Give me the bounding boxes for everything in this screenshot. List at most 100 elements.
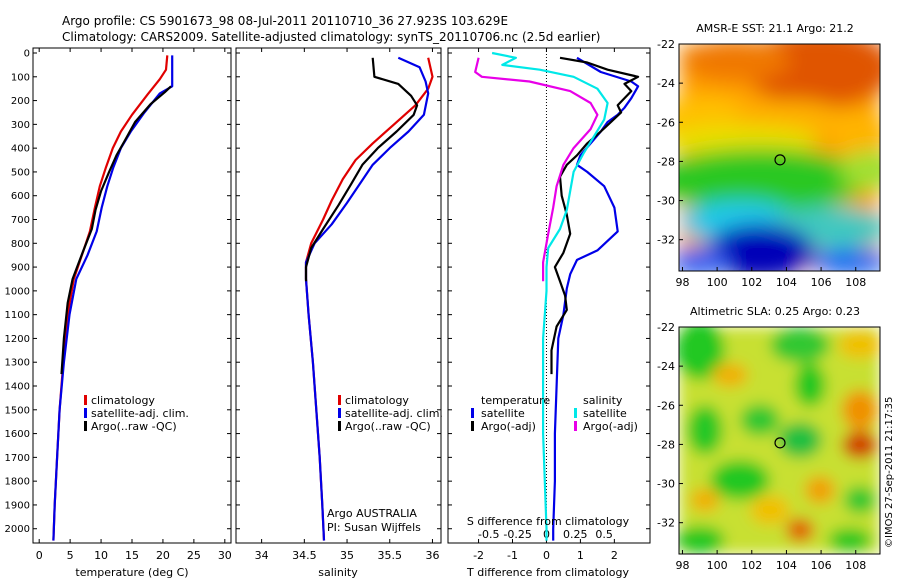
legend-swatch-s-satellite	[574, 408, 577, 418]
legend-swatch-satellite-adj	[84, 408, 87, 418]
x-tick-label: 35.5	[378, 549, 403, 562]
legend-title-salinity: salinity	[583, 394, 623, 407]
depth-tick-label: 1400	[5, 382, 30, 393]
sla-map-title: Altimetric SLA: 0.25 Argo: 0.23	[690, 305, 860, 318]
sla-map-frame	[678, 326, 881, 555]
legend-label-argo: Argo(..raw -QC)	[91, 420, 177, 433]
depth-tick-label: 0	[24, 49, 30, 60]
series-line-argo-raw-qc	[304, 57, 419, 282]
lon-tick-label: 104	[776, 276, 797, 289]
depth-tick-label: 1100	[5, 310, 30, 321]
salinity-depth-ticks	[236, 52, 441, 530]
legend-swatch-argo	[84, 421, 87, 431]
sst-map-axes: 98 100 102 104 106 108 -22 -24 -26 -28 -30 -32	[657, 38, 866, 289]
lat-tick-label: -26	[657, 399, 675, 412]
legend-label-t-argo: Argo(-adj)	[481, 420, 536, 433]
salinity-legend: climatology satellite-adj. clim. Argo(..…	[338, 394, 443, 433]
depth-tick-label: 1800	[5, 477, 30, 488]
difference-depth-ticks	[448, 52, 650, 530]
x-tick-label: 36	[425, 549, 439, 562]
lat-tick-label: -22	[657, 321, 675, 334]
difference-series	[474, 51, 640, 541]
depth-tick-label: 300	[11, 120, 30, 131]
depth-tick-label: 1500	[5, 405, 30, 416]
s-diff-tick-label: 0.25	[563, 528, 588, 541]
x-tick-label: 5	[67, 549, 74, 562]
lat-tick-label: -24	[657, 77, 675, 90]
x-tick-label: 15	[125, 549, 139, 562]
difference-legend: temperature satellite Argo(-adj) salinit…	[471, 394, 638, 433]
x-tick-label: 10	[94, 549, 108, 562]
salinity-x-axis: 34 34.5 35 35.5 36	[255, 48, 439, 562]
depth-tick-label: 500	[11, 167, 30, 178]
legend-label-climatology: climatology	[91, 394, 155, 407]
difference-axes-frame	[447, 47, 651, 544]
salinity-panel: 34 34.5 35 35.5 36 salinity climatology sate…	[235, 47, 443, 579]
depth-tick-label: 100	[11, 72, 30, 83]
depth-tick-label: 700	[11, 215, 30, 226]
series-line-climatology	[304, 57, 434, 541]
temperature-panel: 0100200300400500600700800900100011001200…	[5, 47, 232, 579]
lat-tick-label: -26	[657, 116, 675, 129]
temperature-axes-frame	[32, 47, 232, 544]
figure-title-line1: Argo profile: CS 5901673_98 08-Jul-2011 …	[62, 14, 508, 28]
depth-tick-label: 2000	[5, 524, 30, 535]
lon-tick-label: 108	[845, 276, 866, 289]
depth-tick-label: 1000	[5, 286, 30, 297]
t-difference-x-axis: -2 -1 0 1 2	[473, 48, 618, 562]
series-line-salinity-satellite	[491, 51, 609, 541]
s-difference-axis-label: S difference from climatology	[467, 515, 630, 528]
x-tick-label: 25	[187, 549, 201, 562]
lat-tick-label: -22	[657, 38, 675, 51]
sla-map-axes: 98 100 102 104 106 108 -22 -24 -26 -28 -30 -32	[657, 321, 866, 572]
argo-program-label: Argo AUSTRALIA	[327, 507, 417, 520]
lat-tick-label: -30	[657, 195, 675, 208]
lon-tick-label: 108	[845, 559, 866, 572]
legend-swatch-climatology	[338, 395, 341, 405]
depth-tick-label: 800	[11, 239, 30, 250]
depth-tick-label: 200	[11, 96, 30, 107]
legend-title-temperature: temperature	[481, 394, 550, 407]
sst-map-frame	[678, 43, 881, 272]
temperature-series	[52, 55, 174, 541]
series-line-satellite-adj-clim	[304, 56, 430, 541]
temperature-x-axis: 0 5 10 15 20 25 30	[36, 48, 232, 562]
x-tick-label: 1	[577, 549, 584, 562]
x-tick-label: 0	[543, 549, 550, 562]
legend-swatch-climatology	[84, 395, 87, 405]
depth-tick-label: 1200	[5, 334, 30, 345]
series-line-temperature-argo-adj	[550, 56, 640, 375]
lat-tick-label: -30	[657, 478, 675, 491]
x-tick-label: 30	[218, 549, 232, 562]
x-tick-label: -2	[473, 549, 484, 562]
sla-heatmap	[679, 327, 880, 554]
temperature-axis-label: temperature (deg C)	[75, 566, 188, 579]
depth-tick-label: 600	[11, 191, 30, 202]
x-tick-label: -1	[507, 549, 518, 562]
s-diff-tick-label: 0.5	[595, 528, 613, 541]
lat-tick-label: -32	[657, 517, 675, 530]
salinity-series	[304, 56, 434, 541]
sst-heatmap	[679, 44, 880, 271]
sla-map: Altimetric SLA: 0.25 Argo: 0.23	[657, 305, 881, 572]
x-tick-label: 0	[36, 549, 43, 562]
t-difference-axis-label: T difference from climatology	[466, 566, 629, 579]
depth-tick-label: 1300	[5, 358, 30, 369]
salinity-axes-frame	[235, 47, 442, 544]
x-tick-label: 34	[255, 549, 269, 562]
depth-axis: 0 100 200 300 400 500 600 700 800 900 1000 1100 1200…	[5, 49, 231, 535]
sst-map-title: AMSR-E SST: 21.1 Argo: 21.2	[696, 22, 854, 35]
series-line-temperature-satellite	[552, 56, 640, 541]
legend-label-satellite-adj: satellite-adj. clim.	[345, 407, 443, 420]
temperature-legend: climatology satellite-adj. clim. Argo(..…	[84, 394, 189, 433]
argo-position-marker	[774, 437, 786, 449]
lon-tick-label: 100	[707, 276, 728, 289]
x-tick-label: 20	[156, 549, 170, 562]
x-tick-label: 2	[611, 549, 618, 562]
lon-tick-label: 98	[675, 276, 689, 289]
legend-label-s-satellite: satellite	[583, 407, 627, 420]
x-tick-label: 34.5	[292, 549, 317, 562]
series-line-climatology	[52, 55, 169, 541]
imos-timestamp: ©IMOS 27-Sep-2011 21:17:35	[884, 397, 895, 548]
